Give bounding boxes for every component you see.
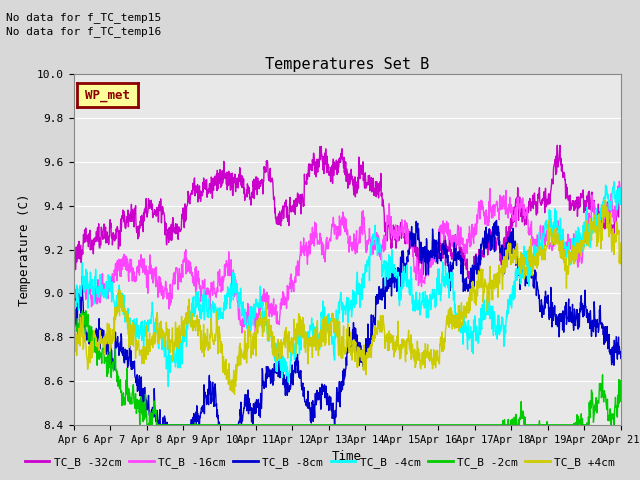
Text: WP_met: WP_met [84, 88, 130, 102]
Text: No data for f_TC_temp15: No data for f_TC_temp15 [6, 12, 162, 23]
Title: Temperatures Set B: Temperatures Set B [265, 57, 429, 72]
Legend: TC_B -32cm, TC_B -16cm, TC_B -8cm, TC_B -4cm, TC_B -2cm, TC_B +4cm: TC_B -32cm, TC_B -16cm, TC_B -8cm, TC_B … [20, 452, 620, 472]
Y-axis label: Temperature (C): Temperature (C) [19, 193, 31, 306]
Text: No data for f_TC_temp16: No data for f_TC_temp16 [6, 26, 162, 37]
X-axis label: Time: Time [332, 450, 362, 463]
